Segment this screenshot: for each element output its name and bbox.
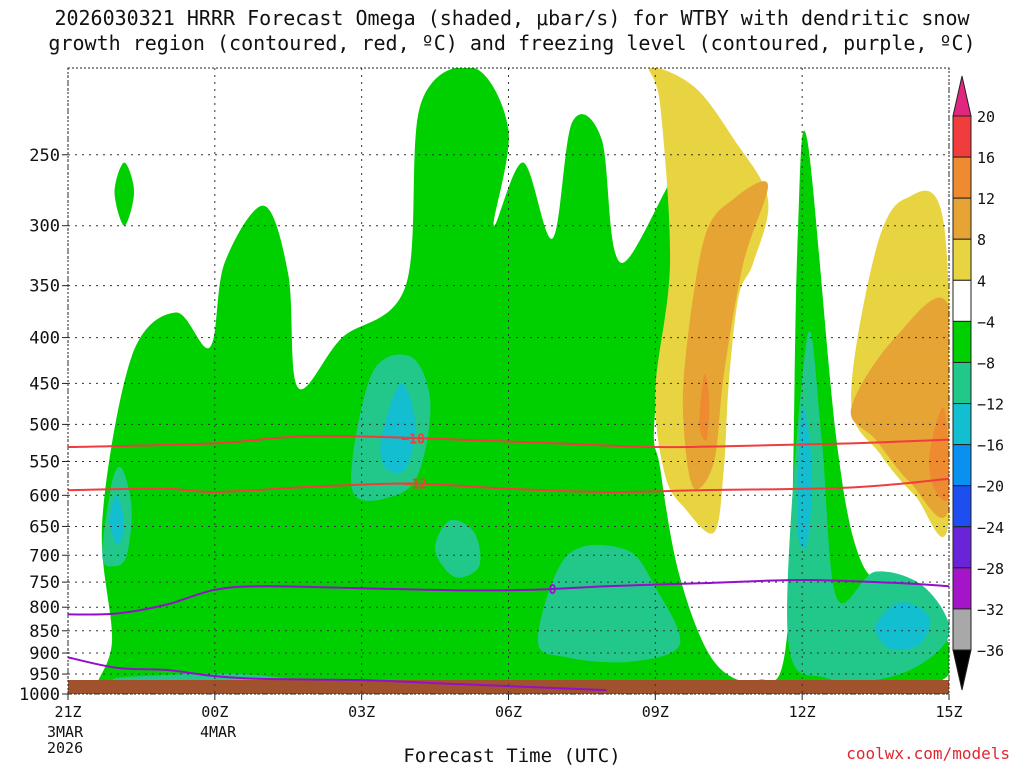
y-tick-label: 600 bbox=[29, 486, 60, 506]
date-label-3mar: 3MAR 2026 bbox=[47, 724, 83, 756]
omega-region bbox=[109, 495, 125, 545]
colorbar-top-arrow bbox=[952, 75, 972, 117]
chart-title-line2: growth region (contoured, red, ºC) and f… bbox=[48, 31, 976, 55]
chart-title-line1: 2026030321 HRRR Forecast Omega (shaded, … bbox=[54, 6, 970, 30]
colorbar-label: 16 bbox=[977, 149, 995, 167]
colorbar-box bbox=[952, 361, 972, 405]
omega-region bbox=[96, 68, 949, 694]
colorbar-label: −28 bbox=[977, 560, 1004, 578]
colorbar-label: 8 bbox=[977, 231, 986, 249]
y-tick-label: 350 bbox=[29, 277, 60, 297]
plot-frame bbox=[67, 67, 950, 695]
colorbar-bottom-arrow bbox=[952, 649, 972, 691]
colorbar-label: −32 bbox=[977, 601, 1004, 619]
contour-line bbox=[68, 656, 607, 692]
date-label-line: 3MAR bbox=[47, 723, 84, 741]
colorbar-label: −20 bbox=[977, 478, 1004, 496]
contour-line bbox=[68, 477, 949, 494]
y-tick-label: 1000 bbox=[19, 685, 60, 705]
colorbar-label: −24 bbox=[977, 519, 1004, 537]
omega-region bbox=[797, 407, 813, 549]
y-tick-label: 800 bbox=[29, 598, 60, 618]
y-tick-label: 900 bbox=[29, 644, 60, 664]
omega-region bbox=[929, 407, 949, 501]
x-tick-label: 09Z bbox=[642, 703, 669, 721]
chart-title: 2026030321 HRRR Forecast Omega (shaded, … bbox=[0, 6, 1024, 56]
colorbar-box bbox=[952, 403, 972, 446]
contour-label: −18 bbox=[401, 432, 425, 447]
x-axis-label: Forecast Time (UTC) bbox=[403, 745, 621, 767]
colorbar-label: 4 bbox=[977, 272, 986, 290]
colorbar: 20 16 12 8 4 −4 −8 −12 −16 −20 −24 −28 −32 −36 bbox=[952, 75, 1004, 691]
colorbar-label: −12 bbox=[977, 396, 1004, 414]
y-tick-label: 700 bbox=[29, 546, 60, 566]
colorbar-label: −4 bbox=[977, 313, 995, 331]
colorbar-box bbox=[952, 320, 972, 363]
y-tick-label: 300 bbox=[29, 217, 60, 237]
colorbar-box bbox=[952, 485, 972, 528]
y-tick-label: 850 bbox=[29, 622, 60, 642]
contour-label: 0 bbox=[549, 583, 557, 598]
omega-region bbox=[114, 162, 135, 226]
colorbar-label: −16 bbox=[977, 437, 1004, 455]
omega-region bbox=[875, 602, 931, 651]
y-tick-label: 250 bbox=[29, 146, 60, 166]
y-tick-label: 650 bbox=[29, 517, 60, 537]
colorbar-label: −36 bbox=[977, 642, 1004, 660]
omega-region bbox=[537, 544, 681, 663]
x-tick-label: 15Z bbox=[935, 703, 962, 721]
x-tick-label: 03Z bbox=[348, 703, 375, 721]
date-label-4mar: 4MAR bbox=[200, 724, 236, 740]
y-tick-label: 500 bbox=[29, 415, 60, 435]
y-tick-label: 750 bbox=[29, 573, 60, 593]
y-tick-label: 450 bbox=[29, 374, 60, 394]
colorbar-box bbox=[952, 279, 972, 322]
date-label-line: 4MAR bbox=[200, 723, 237, 741]
omega-region bbox=[435, 519, 481, 578]
omega-shading bbox=[96, 68, 949, 694]
y-tick-label: 950 bbox=[29, 665, 60, 685]
omega-region bbox=[787, 330, 949, 682]
colorbar-box bbox=[952, 238, 972, 281]
colorbar-box bbox=[952, 156, 972, 199]
colorbar-box bbox=[952, 444, 972, 487]
credit-link[interactable]: coolwx.com/models bbox=[846, 744, 1010, 763]
contour-label: −12 bbox=[404, 478, 427, 493]
omega-region bbox=[850, 297, 949, 518]
colorbar-box bbox=[952, 197, 972, 240]
colorbar-label: −8 bbox=[977, 354, 995, 372]
x-tick-label: 00Z bbox=[201, 703, 228, 721]
contour-line bbox=[68, 434, 949, 449]
x-tick-label: 21Z bbox=[54, 703, 81, 721]
contour-line bbox=[68, 579, 949, 616]
y-tick-label: 400 bbox=[29, 329, 60, 349]
axes: 2503003504004505005506006507007508008509… bbox=[19, 67, 963, 721]
colorbar-box bbox=[952, 526, 972, 569]
y-tick-label: 550 bbox=[29, 452, 60, 472]
omega-region bbox=[380, 383, 416, 474]
colorbar-box bbox=[952, 115, 972, 158]
colorbar-label: 20 bbox=[977, 108, 995, 126]
colorbar-label: 12 bbox=[977, 190, 995, 208]
date-label-line: 2026 bbox=[47, 739, 84, 757]
contours: −18 −12 0 bbox=[68, 432, 949, 692]
colorbar-box bbox=[952, 608, 972, 651]
x-tick-label: 12Z bbox=[789, 703, 816, 721]
x-tick-label: 06Z bbox=[495, 703, 522, 721]
colorbar-box bbox=[952, 567, 972, 610]
